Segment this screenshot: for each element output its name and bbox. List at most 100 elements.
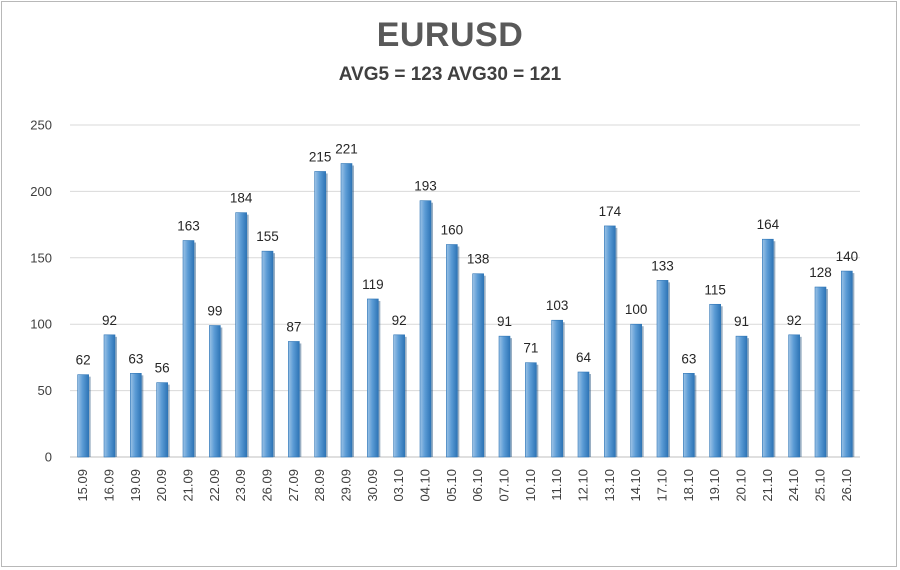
x-axis-ticks: 15.09 16.09 19.09 20.09 21.09 22.09 23.09 26.09…: [75, 469, 854, 502]
x-tick-label: 18.10: [681, 469, 696, 502]
x-tick-label: 25.10: [813, 469, 828, 502]
x-tick-label: 24.10: [786, 469, 801, 502]
x-tick-label: 19.09: [128, 469, 143, 502]
x-tick-label: 06.10: [470, 469, 485, 502]
data-label: 160: [441, 223, 464, 238]
bar-body: [182, 240, 195, 458]
bar-body: [762, 238, 774, 458]
data-label: 215: [309, 149, 332, 164]
bar-body: [314, 171, 326, 458]
bar-body: [472, 273, 484, 458]
bar-body: [498, 335, 511, 458]
bar: [261, 250, 275, 458]
x-tick-label: 26.10: [839, 469, 854, 502]
bar-body: [735, 335, 748, 458]
data-label: 87: [286, 319, 301, 334]
bar-body: [235, 212, 247, 458]
bar: [709, 303, 723, 458]
data-label: 92: [787, 313, 802, 328]
data-label: 56: [155, 361, 170, 376]
data-label: 140: [836, 249, 859, 264]
bar: [156, 382, 170, 458]
bar-body: [103, 334, 116, 458]
bar: [788, 334, 802, 458]
bar: [209, 325, 223, 458]
bar: [77, 374, 91, 458]
x-tick-label: 20.10: [734, 469, 749, 502]
bar-body: [630, 323, 642, 458]
y-axis-ticks: 0 50 100 150 200 250: [30, 118, 52, 465]
y-tick-label: 150: [30, 250, 52, 265]
x-tick-label: 27.09: [286, 469, 301, 502]
data-label: 128: [809, 265, 832, 280]
bar-body: [656, 280, 669, 458]
x-tick-label: 29.09: [339, 469, 354, 502]
bar: [367, 298, 381, 458]
data-label: 91: [497, 314, 512, 329]
bar: [288, 341, 302, 458]
x-tick-label: 28.09: [312, 469, 327, 502]
bar-body: [577, 371, 590, 458]
gridlines: [70, 124, 860, 458]
bar: [419, 200, 433, 458]
bar-body: [551, 319, 563, 458]
y-tick-label: 0: [45, 450, 52, 465]
bar-body: [156, 382, 168, 458]
bar-body: [446, 244, 458, 458]
x-tick-label: 07.10: [497, 469, 512, 502]
bar: [604, 225, 618, 458]
x-tick-label: 23.09: [233, 469, 248, 502]
data-label: 115: [704, 282, 726, 297]
data-labels: 6292635616399184155872152211199219316013…: [76, 142, 858, 376]
bar: [103, 334, 117, 458]
bar-body: [419, 200, 432, 458]
bar: [841, 270, 855, 458]
bar: [762, 238, 776, 458]
data-label: 119: [362, 277, 384, 292]
data-label: 62: [76, 353, 91, 368]
bar: [446, 244, 460, 458]
data-label: 91: [734, 314, 749, 329]
y-tick-label: 50: [38, 383, 52, 398]
x-tick-label: 11.10: [549, 469, 564, 501]
data-label: 63: [128, 351, 143, 366]
bar: [130, 373, 144, 458]
chart-title: EURUSD: [376, 16, 524, 54]
data-label: 164: [757, 217, 780, 232]
data-label: 221: [335, 142, 358, 157]
bar-body: [209, 325, 221, 458]
data-label: 174: [599, 204, 622, 219]
data-label: 155: [256, 229, 279, 244]
bar: [577, 371, 591, 458]
x-tick-label: 22.09: [207, 469, 222, 502]
x-tick-label: 21.09: [181, 469, 196, 502]
data-label: 100: [625, 302, 648, 317]
bar: [498, 335, 512, 458]
bar: [551, 319, 565, 458]
bar: [683, 373, 697, 458]
data-label: 138: [467, 252, 490, 267]
x-tick-label: 10.10: [523, 469, 538, 502]
x-tick-label: 14.10: [628, 469, 643, 502]
y-tick-label: 200: [30, 184, 52, 199]
x-tick-label: 03.10: [391, 469, 406, 502]
bar-body: [340, 163, 353, 458]
bar: [735, 335, 749, 458]
x-tick-label: 16.09: [102, 469, 117, 502]
x-tick-label: 05.10: [444, 469, 459, 502]
y-tick-label: 250: [30, 118, 52, 133]
bar: [814, 286, 828, 458]
x-tick-label: 15.09: [75, 469, 90, 502]
x-tick-label: 21.10: [760, 469, 775, 502]
data-label: 71: [523, 341, 538, 356]
bar-body: [77, 374, 89, 458]
y-tick-label: 100: [30, 317, 52, 332]
bar-body: [525, 362, 537, 458]
data-label: 163: [177, 219, 200, 234]
bar-body: [788, 334, 800, 458]
bar: [656, 280, 670, 458]
chart-subtitle: AVG5 = 123 AVG30 = 121: [338, 64, 562, 85]
x-tick-label: 04.10: [418, 469, 433, 502]
bar-body: [393, 334, 405, 458]
